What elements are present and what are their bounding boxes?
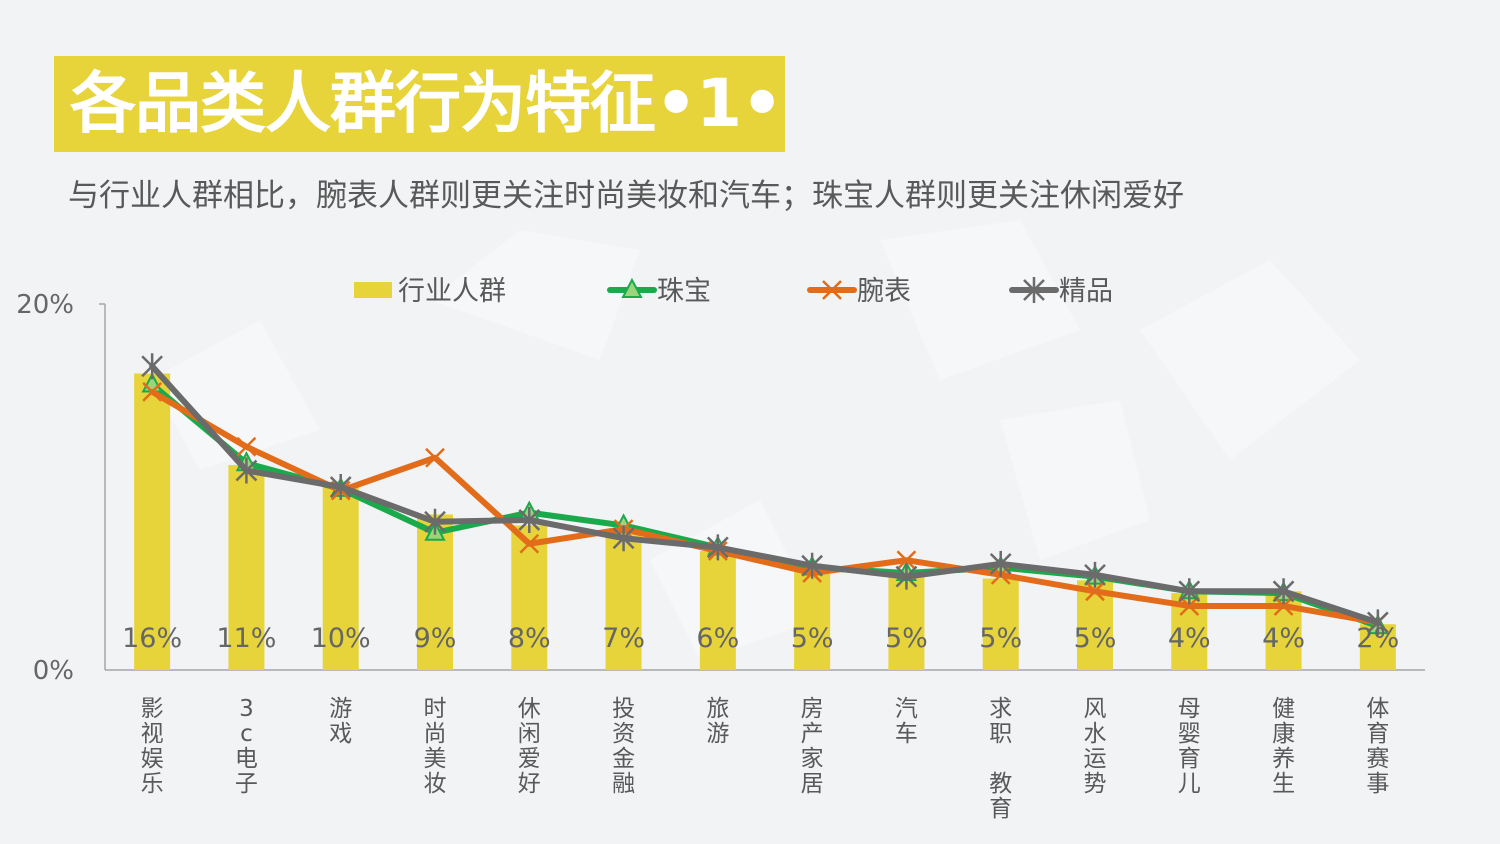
series-3-point-11 — [1084, 561, 1106, 588]
series-line-3 — [149, 363, 1381, 626]
x-tick-label: 房产家居 — [801, 696, 824, 797]
series-3-point-2 — [235, 457, 258, 484]
series-3-point-3 — [329, 474, 352, 500]
data-label: 6% — [696, 623, 739, 654]
x-tick-label: 风水运势 — [1084, 696, 1107, 797]
data-label: 4% — [1168, 623, 1211, 654]
x-tick-label: 投资金融 — [612, 696, 635, 797]
series-3-point-8 — [801, 552, 824, 579]
x-tick-label: 旅游 — [706, 696, 729, 747]
series-line-2 — [149, 388, 1381, 626]
page-subtitle: 与行业人群相比，腕表人群则更关注时尚美妆和汽车；珠宝人群则更关注休闲爱好 — [68, 178, 1184, 214]
data-label: 5% — [979, 623, 1022, 654]
series-2-point-11 — [1085, 581, 1105, 602]
series-2-point-13 — [1273, 596, 1294, 616]
bar-2 — [228, 465, 265, 670]
series-3-point-4 — [424, 508, 446, 535]
data-label: 2% — [1356, 623, 1399, 654]
bar-6 — [605, 530, 642, 670]
data-label: 7% — [602, 623, 645, 654]
data-label: 4% — [1262, 623, 1305, 654]
x-tick-label: 游戏 — [329, 696, 352, 747]
data-label: 8% — [508, 623, 551, 654]
data-label: 5% — [791, 623, 834, 654]
series-3-point-5 — [518, 506, 541, 533]
data-label: 16% — [122, 623, 182, 654]
legend-label: 精品 — [1059, 276, 1113, 307]
bar-9 — [888, 576, 925, 670]
series-2-point-12 — [1179, 596, 1200, 616]
x-tick-label: 时尚美妆 — [424, 696, 447, 797]
title-banner: 各品类人群行为特征•1• — [54, 56, 785, 152]
series-2-point-1 — [142, 381, 163, 402]
x-tick-label: 休闲爱好 — [518, 696, 541, 797]
series-2-point-9 — [896, 550, 917, 571]
x-tick-label: 3 c 电子 — [235, 696, 258, 797]
series-2-point-4 — [425, 447, 445, 468]
x-tick-label: 体育赛事 — [1366, 696, 1389, 797]
series-3-point-13 — [1272, 578, 1295, 605]
series-2-point-5 — [519, 533, 540, 554]
bar-7 — [699, 551, 736, 670]
legend-label: 行业人群 — [398, 276, 506, 307]
data-label: 9% — [414, 623, 457, 654]
y-tick-label: 20% — [16, 290, 74, 320]
data-label: 5% — [1074, 623, 1117, 654]
series-3-point-14 — [1366, 609, 1389, 636]
x-tick-label: 健康养生 — [1272, 696, 1295, 797]
bar-10 — [982, 578, 1019, 670]
legend-item-3: 腕表 — [807, 276, 911, 307]
legend-item-4: 精品 — [1009, 276, 1113, 307]
legend-item-2: 珠宝 — [607, 276, 711, 307]
legend-item-1: 行业人群 — [354, 276, 506, 307]
series-3-point-1 — [141, 353, 164, 380]
page-title: 各品类人群行为特征•1• — [70, 65, 783, 142]
bar-5 — [511, 525, 548, 670]
series-3-point-9 — [895, 563, 918, 590]
bar-8 — [794, 567, 831, 670]
x-tick-label: 汽车 — [895, 696, 918, 747]
legend-label: 珠宝 — [657, 276, 711, 307]
series-2-point-2 — [236, 436, 257, 457]
data-label: 5% — [885, 623, 928, 654]
legend-label: 腕表 — [857, 276, 911, 307]
bar-3 — [322, 487, 359, 670]
data-label: 10% — [311, 623, 371, 654]
y-tick-label: 0% — [33, 656, 74, 686]
x-tick-label: 影视娱乐 — [141, 696, 164, 797]
series-3-point-12 — [1178, 578, 1201, 605]
series-3-point-10 — [989, 550, 1012, 577]
x-tick-label: 母婴育儿 — [1178, 696, 1201, 797]
bar-1 — [134, 373, 171, 670]
data-label: 11% — [216, 623, 276, 654]
series-3-point-6 — [612, 525, 635, 552]
series-3-point-7 — [706, 534, 729, 561]
x-tick-label: 求职 教育 — [989, 696, 1012, 822]
